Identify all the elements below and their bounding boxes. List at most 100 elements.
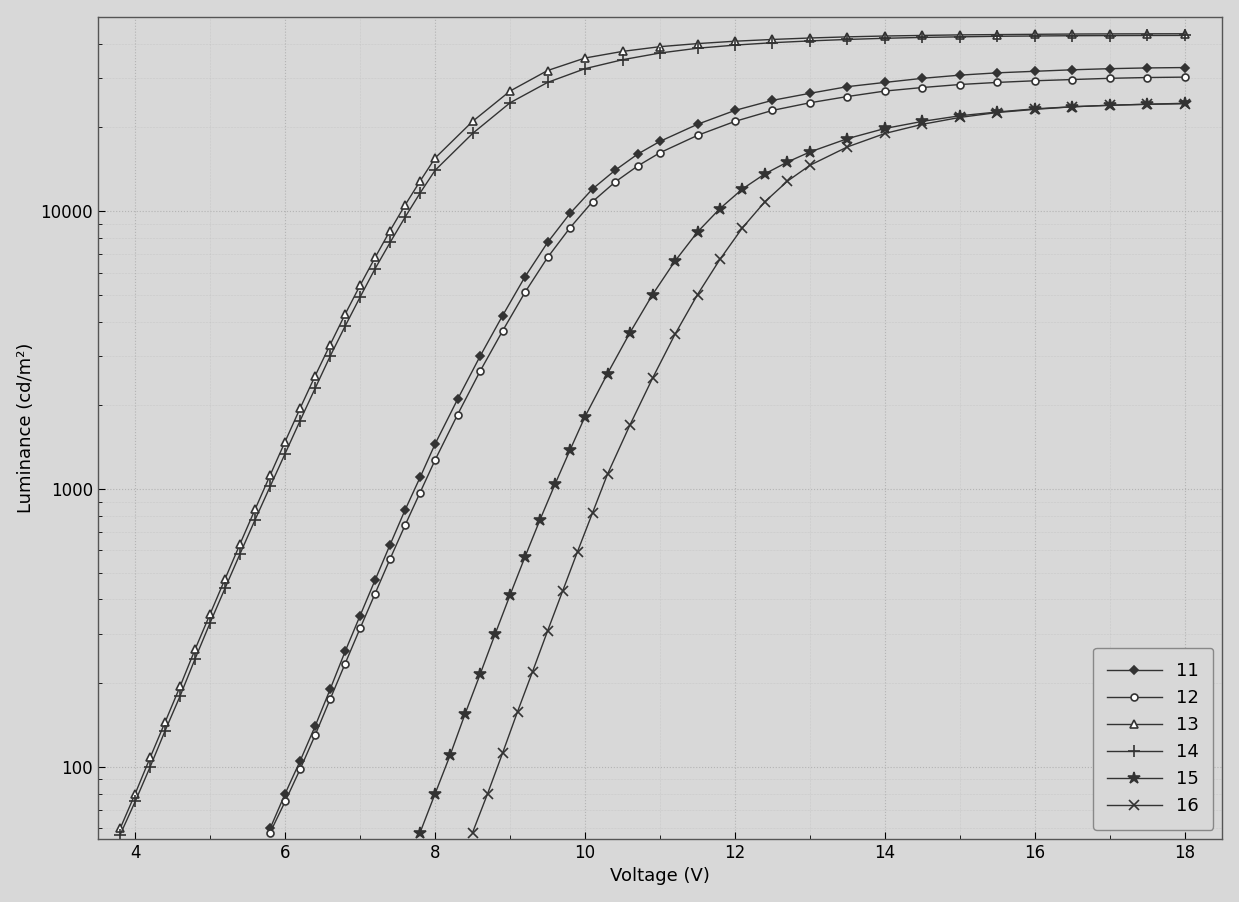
15 <box>757 169 772 179</box>
15 <box>840 133 855 144</box>
14 <box>653 48 668 59</box>
14 <box>914 32 929 42</box>
14 <box>413 188 427 198</box>
15 <box>548 479 563 490</box>
14 <box>398 212 413 223</box>
16 <box>803 160 818 170</box>
12 <box>427 455 442 465</box>
15 <box>442 750 457 760</box>
15 <box>914 116 929 127</box>
12 <box>368 588 383 599</box>
16 <box>757 197 772 207</box>
12 <box>803 97 818 108</box>
16 <box>690 290 705 300</box>
13 <box>218 574 233 584</box>
14 <box>157 725 172 736</box>
13 <box>188 644 203 655</box>
12 <box>914 82 929 93</box>
15 <box>427 788 442 799</box>
11 <box>427 438 442 449</box>
15 <box>488 629 503 640</box>
15 <box>457 708 472 719</box>
12 <box>338 658 353 669</box>
X-axis label: Voltage (V): Voltage (V) <box>610 868 710 886</box>
12 <box>398 520 413 530</box>
12 <box>263 827 278 838</box>
14 <box>368 263 383 274</box>
16 <box>840 142 855 152</box>
14 <box>383 237 398 248</box>
15 <box>1140 99 1155 110</box>
13 <box>142 752 157 763</box>
11 <box>383 539 398 550</box>
15 <box>413 827 427 838</box>
13 <box>128 788 142 799</box>
14 <box>278 448 292 459</box>
13 <box>990 29 1005 40</box>
11 <box>496 310 510 321</box>
13 <box>113 823 128 833</box>
12 <box>953 79 968 90</box>
11 <box>990 68 1005 78</box>
14 <box>338 321 353 332</box>
13 <box>383 226 398 236</box>
14 <box>292 415 307 426</box>
15 <box>690 226 705 237</box>
11 <box>353 610 368 621</box>
15 <box>990 106 1005 117</box>
16 <box>877 128 892 139</box>
12 <box>877 86 892 97</box>
12 <box>540 252 555 262</box>
14 <box>218 583 233 594</box>
12 <box>1027 76 1042 87</box>
13 <box>263 470 278 481</box>
16 <box>510 706 525 717</box>
15 <box>877 123 892 133</box>
12 <box>563 222 577 233</box>
16 <box>990 107 1005 118</box>
12 <box>990 77 1005 87</box>
13 <box>1103 29 1118 40</box>
12 <box>496 326 510 336</box>
Line: 14: 14 <box>114 29 1191 841</box>
15 <box>1027 104 1042 115</box>
11 <box>953 69 968 80</box>
11 <box>292 756 307 767</box>
11 <box>631 149 646 160</box>
13 <box>615 46 629 57</box>
16 <box>1066 101 1080 112</box>
12 <box>631 161 646 171</box>
14 <box>503 97 518 108</box>
13 <box>203 609 218 620</box>
12 <box>653 147 668 158</box>
14 <box>615 54 629 65</box>
13 <box>727 36 742 47</box>
14 <box>840 34 855 45</box>
14 <box>803 35 818 46</box>
12 <box>518 287 533 298</box>
Line: 12: 12 <box>266 74 1188 836</box>
11 <box>518 272 533 282</box>
11 <box>914 73 929 84</box>
Legend: 11, 12, 13, 14, 15, 16: 11, 12, 13, 14, 15, 16 <box>1093 648 1213 830</box>
13 <box>840 32 855 42</box>
13 <box>877 31 892 41</box>
11 <box>540 237 555 248</box>
13 <box>540 65 555 76</box>
14 <box>263 481 278 492</box>
14 <box>690 42 705 53</box>
11 <box>413 472 427 483</box>
15 <box>1103 100 1118 111</box>
12 <box>322 694 337 704</box>
15 <box>953 110 968 121</box>
12 <box>292 764 307 775</box>
11 <box>607 165 622 176</box>
11 <box>472 351 487 362</box>
15 <box>1177 97 1192 108</box>
13 <box>1066 29 1080 40</box>
14 <box>427 165 442 176</box>
15 <box>646 290 660 300</box>
16 <box>646 373 660 383</box>
11 <box>322 684 337 695</box>
14 <box>1027 31 1042 41</box>
